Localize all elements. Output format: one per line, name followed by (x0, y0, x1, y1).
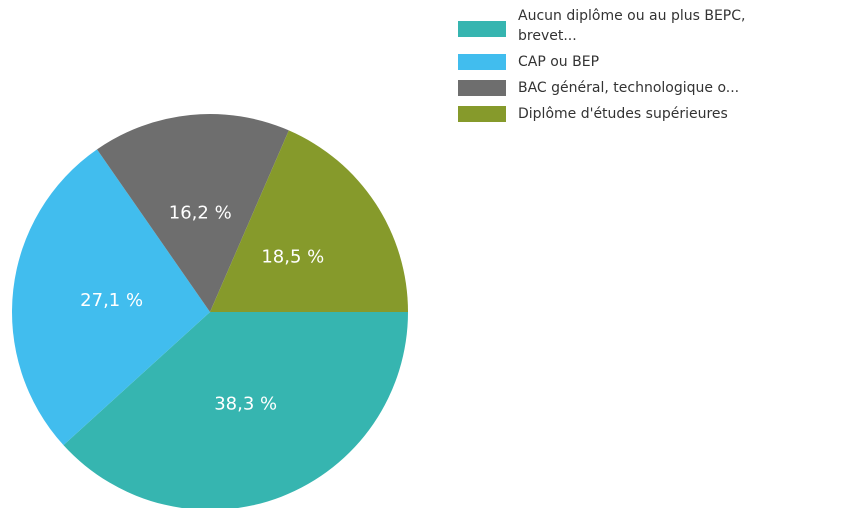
pie-slice (210, 130, 408, 312)
legend: Aucun diplôme ou au plus BEPC, brevet...… (458, 8, 838, 130)
legend-item: BAC général, technologique o... (458, 78, 838, 98)
legend-label: BAC général, technologique o... (518, 80, 740, 96)
pie-slice (97, 113, 289, 312)
legend-label: Aucun diplôme ou au plus BEPC, brevet... (518, 8, 746, 44)
slice-label: 16,2 % (169, 202, 232, 223)
legend-item: CAP ou BEP (458, 52, 838, 72)
slice-label: 38,3 % (214, 393, 277, 414)
legend-item: Aucun diplôme ou au plus BEPC, brevet... (458, 8, 838, 46)
slice-label: 27,1 % (80, 290, 143, 311)
legend-label: CAP ou BEP (518, 54, 600, 70)
legend-item: Diplôme d'études supérieures (458, 104, 838, 124)
legend-label: Diplôme d'études supérieures (518, 106, 728, 122)
pie-slice (11, 149, 210, 446)
chart: 38,3 % 27,1 % 16,2 % 18,5 % (11, 113, 408, 508)
legend-swatch (458, 106, 506, 122)
pie-slice (63, 312, 408, 508)
legend-swatch (458, 21, 506, 37)
slice-label: 18,5 % (261, 247, 324, 268)
legend-swatch (458, 54, 506, 70)
legend-swatch (458, 80, 506, 96)
